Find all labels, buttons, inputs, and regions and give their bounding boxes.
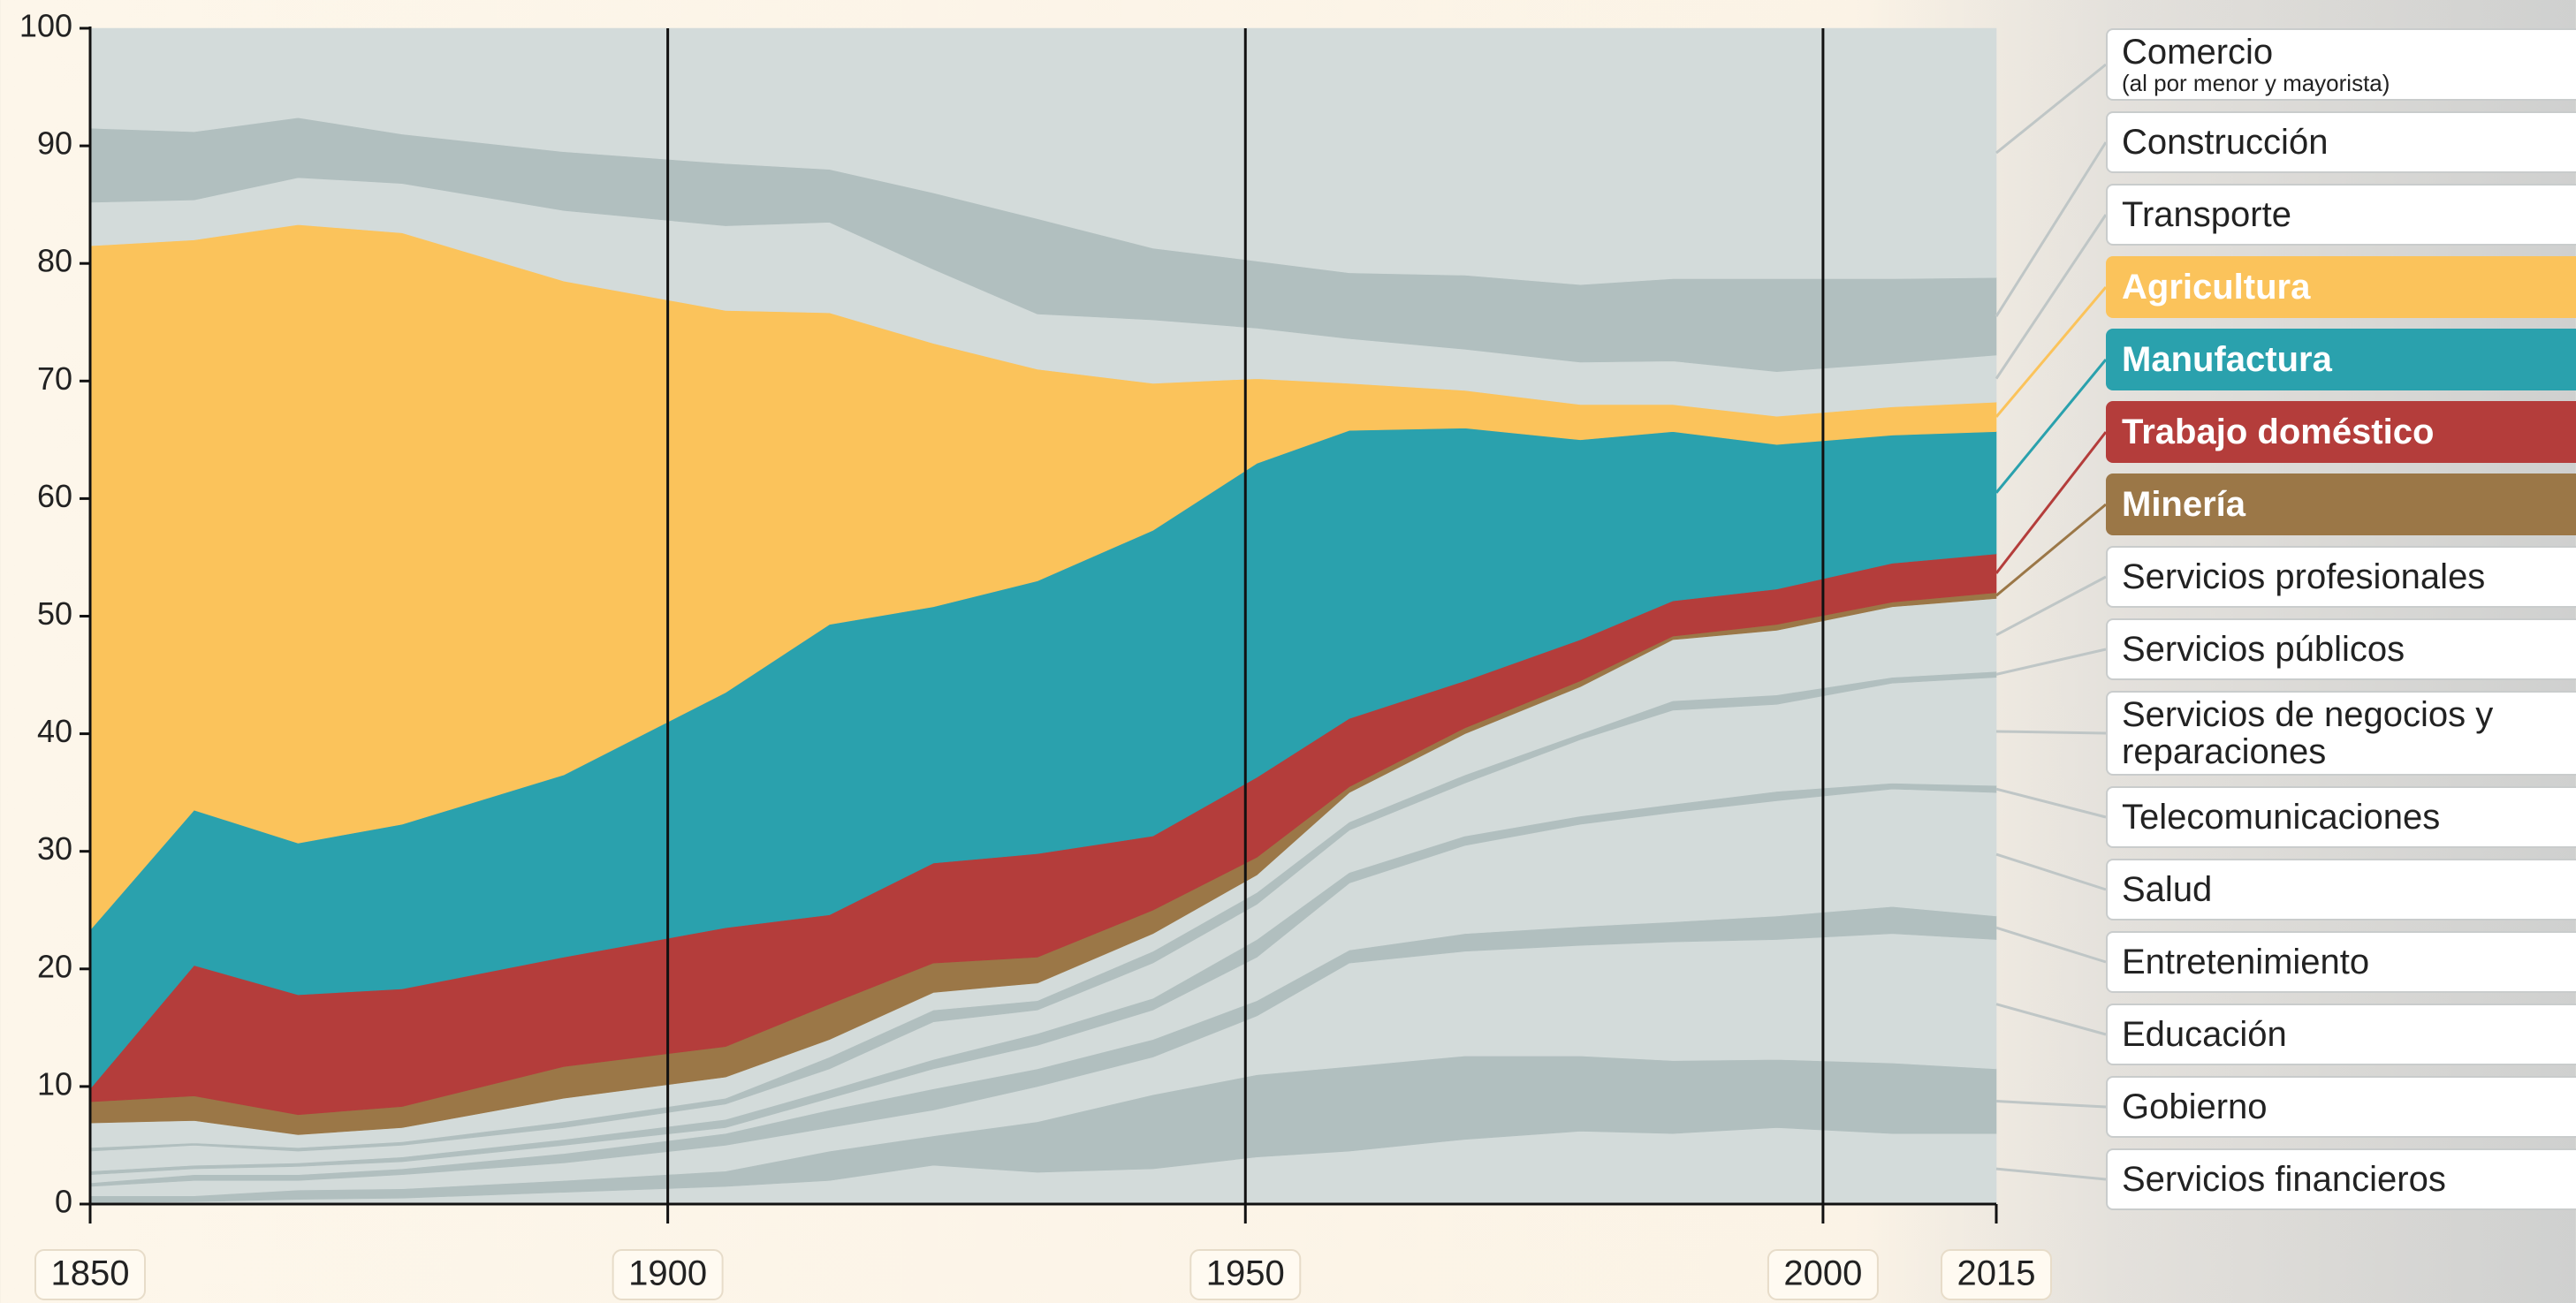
legend-label: Telecomunicaciones [2122,799,2576,836]
page: {"chart_data": { "type": "stacked-area",… [0,0,2576,1303]
legend-item: Salud [2106,859,2576,920]
areas [90,28,1996,1204]
x-tick-label: 1850 [51,1254,130,1293]
legend-item: Servicios financieros [2106,1148,2576,1210]
legend-item: Comercio(al por menor y mayorista) [2106,28,2576,101]
legend-connector [1996,142,2106,316]
legend-item: Minería [2106,473,2576,535]
legend-connector [1996,854,2106,890]
x-tick-label: 2000 [1783,1254,1862,1293]
legend-connector [1996,360,2106,493]
legend-connector [1996,1004,2106,1034]
legend-connector [1996,789,2106,817]
y-tick-label: 30 [37,830,72,867]
legend-sublabel: (al por menor y mayorista) [2122,71,2576,95]
y-tick-label: 10 [37,1065,72,1102]
legend-connector [1996,64,2106,153]
legend-item: Manufactura [2106,329,2576,390]
x-tick-label: 1950 [1206,1254,1285,1293]
y-tick-label: 60 [37,478,72,514]
legend-label: Servicios profesionales [2122,558,2576,595]
y-tick-label: 100 [19,8,72,44]
legend-item: Educación [2106,1004,2576,1065]
y-tick-label: 20 [37,948,72,984]
legend-item: Trabajo doméstico [2106,401,2576,463]
legend-label: Salud [2122,871,2576,908]
legend-item: Servicios profesionales [2106,546,2576,608]
legend-label: Servicios de negocios y reparaciones [2122,696,2576,770]
legend-connector [1996,649,2106,674]
legend-item: Telecomunicaciones [2106,786,2576,848]
legend-connector [1996,577,2106,635]
y-tick-label: 40 [37,713,72,749]
legend-label: Servicios financieros [2122,1161,2576,1198]
legend-connector [1996,215,2106,379]
legend-item: Agricultura [2106,256,2576,318]
legend-item: Transporte [2106,184,2576,246]
legend-label: Manufactura [2122,341,2576,378]
y-tick-label: 90 [37,125,72,162]
legend-item: Construcción [2106,111,2576,173]
y-tick-label: 50 [37,595,72,632]
legend-item: Gobierno [2106,1076,2576,1138]
legend-label: Transporte [2122,196,2576,233]
legend-connector [1996,731,2106,733]
legend-label: Minería [2122,486,2576,523]
legend-item: Servicios públicos [2106,618,2576,680]
y-tick-label: 80 [37,243,72,279]
legend-label: Trabajo doméstico [2122,413,2576,451]
legend-label: Comercio [2122,34,2576,71]
legend-item: Servicios de negocios y reparaciones [2106,691,2576,776]
legend-label: Gobierno [2122,1088,2576,1125]
legend-connector [1996,1102,2106,1107]
legend-connector [1996,1169,2106,1179]
legend-item: Entretenimiento [2106,931,2576,993]
legend-label: Educación [2122,1016,2576,1053]
y-tick-label: 0 [55,1184,72,1220]
legend-connector [1996,432,2106,573]
legend-label: Entretenimiento [2122,943,2576,981]
legend-label: Construcción [2122,124,2576,161]
x-tick-label: 2015 [1957,1254,2036,1293]
legend-connector [1996,928,2106,962]
legend-label: Agricultura [2122,269,2576,306]
y-tick-label: 70 [37,360,72,397]
x-tick-label: 1900 [628,1254,707,1293]
legend-label: Servicios públicos [2122,631,2576,668]
